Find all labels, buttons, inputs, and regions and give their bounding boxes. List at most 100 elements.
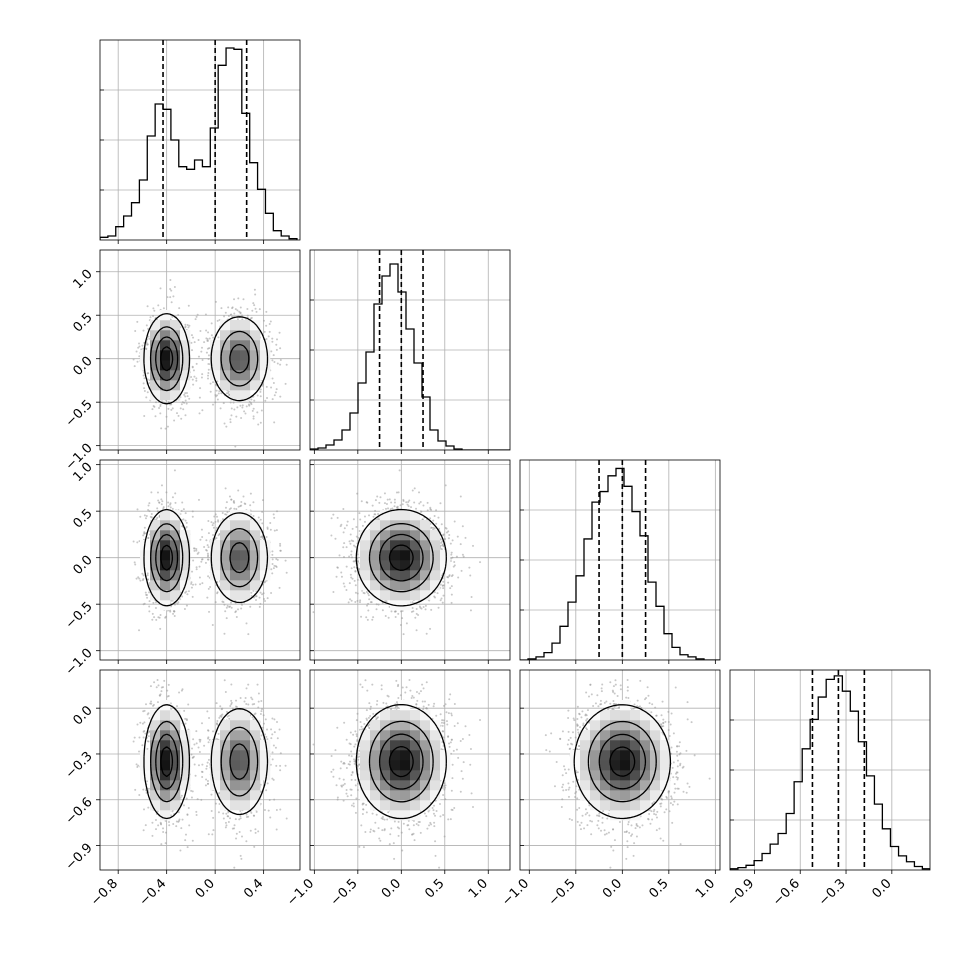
sample-point xyxy=(630,824,633,827)
sample-point xyxy=(214,802,217,805)
sample-point xyxy=(437,606,440,609)
sample-point xyxy=(430,608,433,611)
sample-point xyxy=(216,515,219,518)
sample-point xyxy=(184,395,187,398)
sample-point xyxy=(195,315,198,318)
sample-point xyxy=(450,789,453,792)
sample-point xyxy=(612,828,615,831)
sample-point xyxy=(655,714,658,717)
sample-point xyxy=(147,537,150,540)
density-cell xyxy=(390,790,401,801)
density-cell xyxy=(250,370,261,381)
sample-point xyxy=(170,403,173,406)
density-cell xyxy=(160,580,171,591)
sample-point xyxy=(567,709,570,712)
sample-point xyxy=(169,278,172,281)
sample-point xyxy=(450,738,453,741)
sample-point xyxy=(253,288,256,291)
ytick-label: −0.3 xyxy=(63,749,96,782)
sample-point xyxy=(567,717,570,720)
sample-point xyxy=(166,425,169,428)
density-cell xyxy=(250,720,261,731)
sample-point xyxy=(388,498,391,501)
density-cell xyxy=(220,590,231,601)
sample-point xyxy=(628,831,631,834)
density-cell xyxy=(230,590,241,601)
sample-point xyxy=(239,815,242,818)
sample-point xyxy=(204,784,207,787)
sample-point xyxy=(464,725,467,728)
sample-point xyxy=(376,699,379,702)
density-cell xyxy=(260,760,271,771)
scatter-panel-3-2: −1.0 −0.5 0.0 0.5 1.0 xyxy=(499,669,721,909)
sample-point xyxy=(625,696,628,699)
sample-point xyxy=(175,825,178,828)
density-cell xyxy=(620,760,631,771)
sample-point xyxy=(215,723,218,726)
density-cell xyxy=(230,780,241,791)
sample-point xyxy=(150,512,153,515)
sample-point xyxy=(148,605,151,608)
sample-point xyxy=(228,717,231,720)
sample-point xyxy=(433,515,436,518)
sample-point xyxy=(265,310,268,313)
sample-point xyxy=(228,394,231,397)
sample-point xyxy=(441,540,444,543)
sample-point xyxy=(462,555,465,558)
sample-point xyxy=(207,358,210,361)
sample-point xyxy=(185,521,188,524)
sample-point xyxy=(470,792,473,795)
sample-point xyxy=(350,755,353,758)
sample-point xyxy=(581,710,584,713)
density-cell xyxy=(640,770,651,781)
sample-point xyxy=(146,574,149,577)
density-cell xyxy=(370,760,381,771)
sample-point xyxy=(254,828,257,831)
sample-point xyxy=(190,376,193,379)
sample-point xyxy=(456,722,459,725)
sample-point xyxy=(375,603,378,606)
sample-point xyxy=(278,586,281,589)
sample-point xyxy=(161,500,164,503)
sample-point xyxy=(237,489,240,492)
sample-point xyxy=(149,316,152,319)
sample-point xyxy=(220,307,223,310)
sample-point xyxy=(671,766,674,769)
sample-point xyxy=(279,544,282,547)
sample-point xyxy=(590,820,593,823)
sample-point xyxy=(137,764,140,767)
sample-point xyxy=(586,824,589,827)
sample-point xyxy=(271,398,274,401)
sample-point xyxy=(425,815,428,818)
sample-point xyxy=(247,703,250,706)
sample-point xyxy=(355,735,358,738)
sample-point xyxy=(443,835,446,838)
sample-point xyxy=(399,624,402,627)
density-cell xyxy=(410,540,421,551)
sample-point xyxy=(349,760,352,763)
sample-point xyxy=(266,597,269,600)
sample-point xyxy=(207,354,210,357)
density-cell xyxy=(140,350,151,361)
density-cell xyxy=(580,780,591,791)
sample-point xyxy=(262,592,265,595)
sample-point xyxy=(378,501,381,504)
sample-point xyxy=(659,805,662,808)
sample-point xyxy=(343,782,346,785)
sample-point xyxy=(402,633,405,636)
sample-point xyxy=(274,391,277,394)
sample-point xyxy=(253,399,256,402)
sample-point xyxy=(226,511,229,514)
contour-line xyxy=(355,508,447,607)
sample-point xyxy=(158,501,161,504)
sample-point xyxy=(167,505,170,508)
sample-point xyxy=(170,301,173,304)
sample-point xyxy=(133,561,136,564)
sample-point xyxy=(428,824,431,827)
sample-point xyxy=(192,383,195,386)
sample-point xyxy=(408,828,411,831)
sample-point xyxy=(274,746,277,749)
density-cell xyxy=(420,800,431,811)
sample-point xyxy=(336,516,339,519)
sample-point xyxy=(259,390,262,393)
